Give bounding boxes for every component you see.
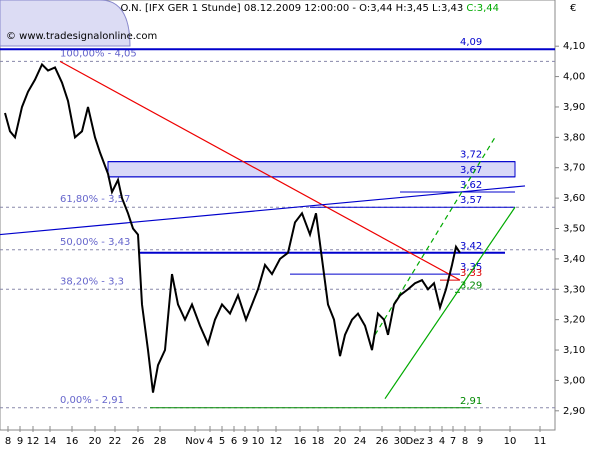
resistance-band	[107, 161, 516, 178]
x-tick-label: 22	[109, 436, 122, 447]
level-label: 3,62	[460, 180, 482, 191]
x-tick-label: 9	[242, 436, 248, 447]
fib-label: 50,00% - 3,43	[60, 237, 130, 248]
trend-line	[384, 206, 516, 399]
y-tick-label: 3,80	[563, 132, 585, 143]
x-tick-label: 10	[252, 436, 265, 447]
x-tick-label: 4	[207, 436, 213, 447]
y-tick-label: 4,10	[563, 41, 585, 52]
level-label: 3,72	[460, 150, 482, 161]
x-tick-label: Nov	[185, 436, 205, 447]
y-tick-label: 3,60	[563, 193, 585, 204]
y-tick-label: 4,00	[563, 72, 585, 83]
level-label: 2,91	[460, 396, 482, 407]
fib-label: 61,80% - 3,57	[60, 194, 130, 205]
x-tick-label: 20	[334, 436, 347, 447]
y-tick-label: 2,90	[563, 406, 585, 417]
y-tick-label: 3,10	[563, 345, 585, 356]
currency: €	[570, 3, 576, 14]
x-tick-label: 10	[504, 436, 517, 447]
trend-line	[0, 185, 526, 236]
plot-frame	[0, 0, 556, 431]
level-label: 3,29	[460, 280, 482, 291]
watermark: © www.tradesignalonline.com	[6, 31, 157, 42]
x-tick-label: 16	[66, 436, 79, 447]
fib-label: 0,00% - 2,91	[60, 395, 124, 406]
trend-line	[59, 60, 461, 281]
x-tick-label: 4	[439, 436, 445, 447]
header-info: INFINEON TECH.AG NA O.N. [IFX GER 1 Stun…	[4, 3, 463, 14]
x-tick-label: 8	[462, 436, 468, 447]
x-tick-label: 6	[231, 436, 237, 447]
level-label: 3,35	[460, 262, 482, 273]
x-tick-label: 9	[17, 436, 23, 447]
header-close: C:3,44	[466, 3, 499, 14]
x-tick-label: 7	[450, 436, 456, 447]
watermark-shape	[0, 0, 131, 47]
level-label: 3,57	[460, 195, 482, 206]
x-tick-label: 30	[394, 436, 407, 447]
x-tick-label: 3	[427, 436, 433, 447]
y-tick-label: 3,70	[563, 163, 585, 174]
x-tick-label: 12	[270, 436, 283, 447]
x-tick-label: 14	[44, 436, 57, 447]
x-tick-label: 16	[294, 436, 307, 447]
x-tick-label: 9	[477, 436, 483, 447]
header: INFINEON TECH.AG NA O.N. [IFX GER 1 Stun…	[4, 3, 499, 14]
y-tick-label: 3,90	[563, 102, 585, 113]
price-line	[4, 62, 461, 393]
x-tick-label: 5	[219, 436, 225, 447]
x-tick-label: 26	[376, 436, 389, 447]
y-tick-label: 3,50	[563, 224, 585, 235]
x-tick-label: 8	[5, 436, 11, 447]
level-label: 4,09	[460, 37, 482, 48]
y-tick-label: 3,40	[563, 254, 585, 265]
y-tick-label: 3,00	[563, 375, 585, 386]
x-tick-label: 24	[354, 436, 367, 447]
fib-label: 100,00% - 4,05	[60, 48, 137, 59]
y-tick-label: 3,30	[563, 284, 585, 295]
fib-label: 38,20% - 3,3	[60, 276, 124, 287]
x-tick-label: 12	[27, 436, 40, 447]
y-tick-label: 3,20	[563, 315, 585, 326]
level-label: 3,33	[460, 268, 482, 279]
level-label: 3,67	[460, 165, 482, 176]
level-label: 3,42	[460, 241, 482, 252]
x-tick-label: 26	[132, 436, 145, 447]
x-tick-label: 11	[534, 436, 547, 447]
x-tick-label: 18	[312, 436, 325, 447]
x-tick-label: Dez	[405, 436, 424, 447]
x-tick-label: 20	[89, 436, 102, 447]
x-tick-label: 28	[154, 436, 167, 447]
